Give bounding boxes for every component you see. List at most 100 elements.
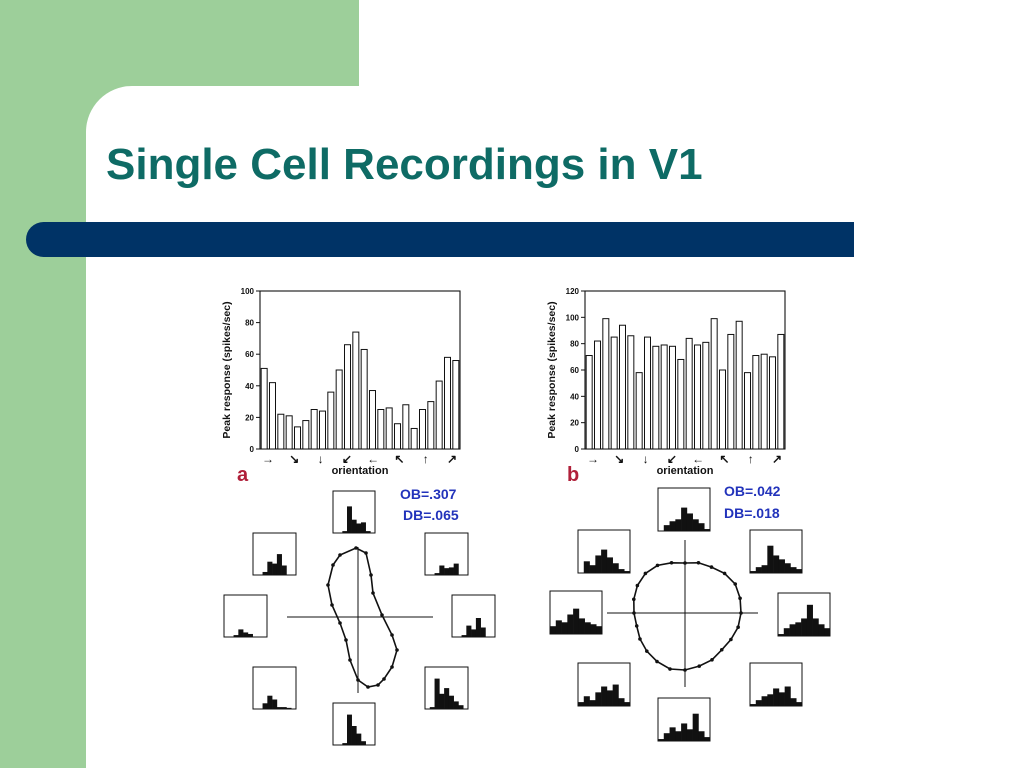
y-tick-label: 20	[570, 419, 579, 428]
bar	[419, 409, 426, 450]
bar	[644, 336, 651, 450]
orientation-arrow: ↑	[423, 452, 429, 466]
bar	[410, 427, 418, 450]
tuning-point	[371, 591, 375, 595]
mini-histogram-bottom	[332, 702, 376, 746]
histogram-bar	[761, 565, 768, 573]
bar	[444, 356, 451, 450]
bar	[352, 331, 360, 450]
histogram-bar	[773, 688, 780, 706]
bar	[277, 413, 285, 450]
histogram-bar	[812, 618, 819, 636]
histogram-bar	[561, 622, 568, 634]
histogram-bar	[461, 635, 467, 637]
histogram-bar	[567, 614, 574, 634]
histogram-bar	[262, 571, 268, 575]
tuning-point	[395, 648, 399, 652]
histogram-bar	[555, 620, 562, 634]
bar	[310, 409, 318, 450]
histogram-bar	[589, 565, 596, 573]
histogram-bar	[584, 622, 591, 634]
bar	[585, 355, 593, 450]
orientation-arrow: ↘	[614, 452, 624, 466]
histogram-bar	[704, 529, 711, 531]
histogram-bar	[761, 696, 768, 706]
bar	[727, 333, 735, 450]
histogram-bar	[663, 525, 670, 531]
bar	[702, 341, 710, 450]
histogram-bar	[262, 703, 268, 709]
orientation-arrow: ↙	[667, 452, 677, 466]
histogram-bar	[789, 624, 796, 636]
histogram-bar	[475, 618, 481, 637]
y-tick-label: 60	[245, 350, 254, 359]
bar	[452, 360, 460, 450]
histogram-bar	[429, 707, 435, 709]
tuning-point	[326, 583, 330, 587]
tuning-point	[697, 664, 702, 668]
tuning-point	[635, 583, 640, 588]
tuning-point	[643, 571, 648, 576]
histogram-bar	[351, 726, 357, 745]
y-tick-label: 60	[570, 366, 579, 375]
tuning-point	[356, 678, 360, 682]
y-tick-label: 20	[245, 413, 254, 422]
histogram-bar	[480, 627, 486, 637]
histogram-bar	[448, 567, 454, 575]
tuning-point	[364, 551, 368, 555]
histogram-bar	[458, 705, 464, 709]
y-tick-label: 120	[566, 287, 580, 296]
tuning-point	[669, 560, 674, 565]
histogram-bar	[606, 690, 613, 706]
tuning-point	[683, 668, 687, 672]
tuning-point	[632, 597, 636, 602]
histogram-bar	[618, 569, 625, 573]
orientation-arrow: ↑	[748, 452, 754, 466]
histogram-bar	[286, 707, 292, 709]
histogram-bar	[281, 707, 287, 709]
histogram-bar	[612, 563, 619, 573]
histogram-bar	[596, 626, 603, 634]
histogram-bar	[595, 692, 602, 706]
histogram-bar	[669, 727, 676, 741]
y-axis-label: Peak response (spikes/sec)	[221, 301, 233, 438]
histogram-bar	[698, 731, 705, 741]
bar	[735, 320, 743, 450]
histogram-bar	[267, 561, 273, 575]
histogram-bar	[778, 634, 785, 636]
slide-title: Single Cell Recordings in V1	[106, 140, 703, 189]
bar	[744, 372, 751, 450]
tuning-point	[376, 683, 380, 687]
histogram-bar	[618, 698, 625, 706]
histogram-bar	[466, 625, 472, 637]
y-tick-label: 40	[245, 382, 254, 391]
tuning-point	[369, 573, 373, 577]
bar	[260, 367, 268, 450]
tuning-point	[354, 546, 358, 550]
histogram-bar	[824, 628, 831, 636]
title-underline-bar	[26, 222, 854, 257]
panel-letter: b	[567, 464, 579, 486]
bar	[710, 318, 718, 450]
bar	[694, 344, 701, 450]
histogram-frame	[424, 532, 469, 576]
bar	[760, 353, 768, 450]
histogram-bar	[750, 571, 757, 573]
bar	[269, 382, 276, 450]
bar	[627, 335, 635, 450]
tuning-point	[709, 565, 714, 569]
db-index: DB=.018	[724, 505, 780, 521]
tuning-point	[344, 638, 348, 642]
histogram-bar	[692, 519, 699, 531]
histogram-bar	[681, 507, 688, 531]
orientation-arrow: ↗	[447, 452, 457, 466]
bar	[319, 410, 326, 450]
orientation-arrow: →	[262, 452, 274, 466]
tuning-point	[632, 611, 636, 615]
histogram-bar	[439, 693, 445, 709]
mini-histogram-bottom-right	[424, 666, 469, 710]
histogram-bar	[347, 506, 352, 533]
histogram-bar	[606, 557, 613, 573]
histogram-bar	[767, 694, 774, 706]
plot-frame	[259, 290, 461, 450]
